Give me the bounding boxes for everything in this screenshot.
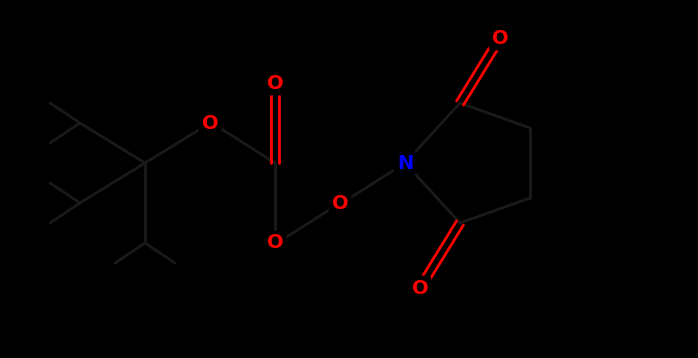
Text: O: O: [267, 233, 283, 252]
Text: O: O: [202, 113, 218, 132]
Text: O: O: [267, 73, 283, 92]
Text: N: N: [397, 154, 413, 173]
Text: O: O: [491, 29, 508, 48]
Text: O: O: [412, 279, 429, 297]
Text: O: O: [332, 194, 348, 213]
